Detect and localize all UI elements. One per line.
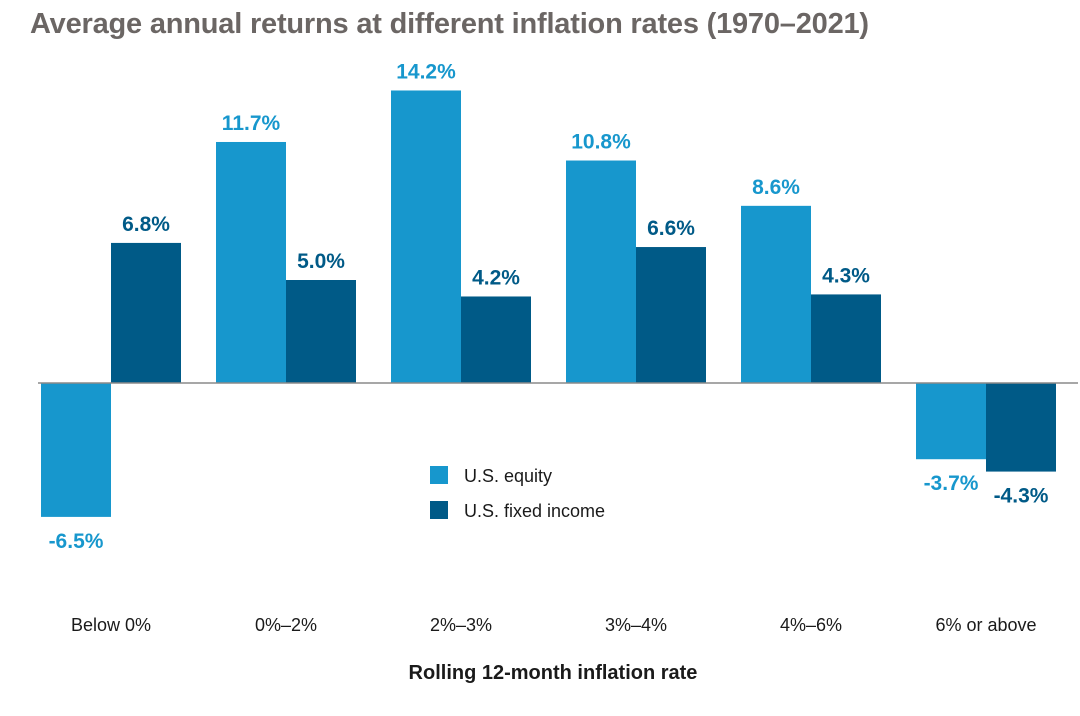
category-labels-layer: Below 0% 0%–2% 2%–3% 3%–4% 4%–6% 6% or above — [71, 615, 1037, 635]
bar-fixed-income-3 — [636, 247, 706, 383]
value-label-fixed-income-1: 5.0% — [297, 250, 345, 273]
bar-equity-3 — [566, 160, 636, 383]
category-label-3: 3%–4% — [605, 615, 667, 635]
category-label-1: 0%–2% — [255, 615, 317, 635]
bar-equity-2 — [391, 90, 461, 383]
category-label-2: 2%–3% — [430, 615, 492, 635]
chart-title: Average annual returns at different infl… — [30, 8, 869, 40]
value-label-equity-0: -6.5% — [49, 530, 104, 553]
category-label-4: 4%–6% — [780, 615, 842, 635]
bar-fixed-income-4 — [811, 294, 881, 383]
category-label-5: 6% or above — [935, 615, 1036, 635]
category-label-0: Below 0% — [71, 615, 151, 635]
x-axis-title: Rolling 12-month inflation rate — [409, 662, 698, 684]
bar-equity-0 — [41, 383, 111, 517]
legend-label-fixed-income: U.S. fixed income — [464, 501, 605, 521]
legend-swatch-equity — [430, 466, 448, 484]
value-label-equity-3: 10.8% — [571, 131, 631, 154]
legend-label-equity: U.S. equity — [464, 466, 552, 486]
bars-layer — [41, 90, 1056, 517]
legend-swatch-fixed-income — [430, 501, 448, 519]
value-label-fixed-income-2: 4.2% — [472, 266, 520, 289]
bar-fixed-income-0 — [111, 242, 181, 383]
value-label-fixed-income-5: -4.3% — [994, 485, 1049, 508]
legend: U.S. equity U.S. fixed income — [430, 466, 605, 521]
bar-fixed-income-1 — [286, 280, 356, 383]
bar-fixed-income-2 — [461, 296, 531, 383]
bar-equity-1 — [216, 141, 286, 383]
value-label-equity-5: -3.7% — [924, 472, 979, 495]
value-label-equity-1: 11.7% — [222, 112, 281, 135]
value-label-fixed-income-3: 6.6% — [647, 217, 695, 240]
value-label-equity-4: 8.6% — [752, 176, 800, 199]
value-labels-layer: -6.5% 6.8% 11.7% 5.0% 14.2% 4.2% 10.8% 6.6% 8.6%… — [49, 60, 1049, 552]
value-label-fixed-income-4: 4.3% — [822, 264, 870, 287]
value-label-equity-2: 14.2% — [396, 60, 456, 83]
value-label-fixed-income-0: 6.8% — [122, 213, 170, 236]
bar-fixed-income-5 — [986, 383, 1056, 472]
bar-equity-4 — [741, 205, 811, 383]
bar-equity-5 — [916, 383, 986, 460]
